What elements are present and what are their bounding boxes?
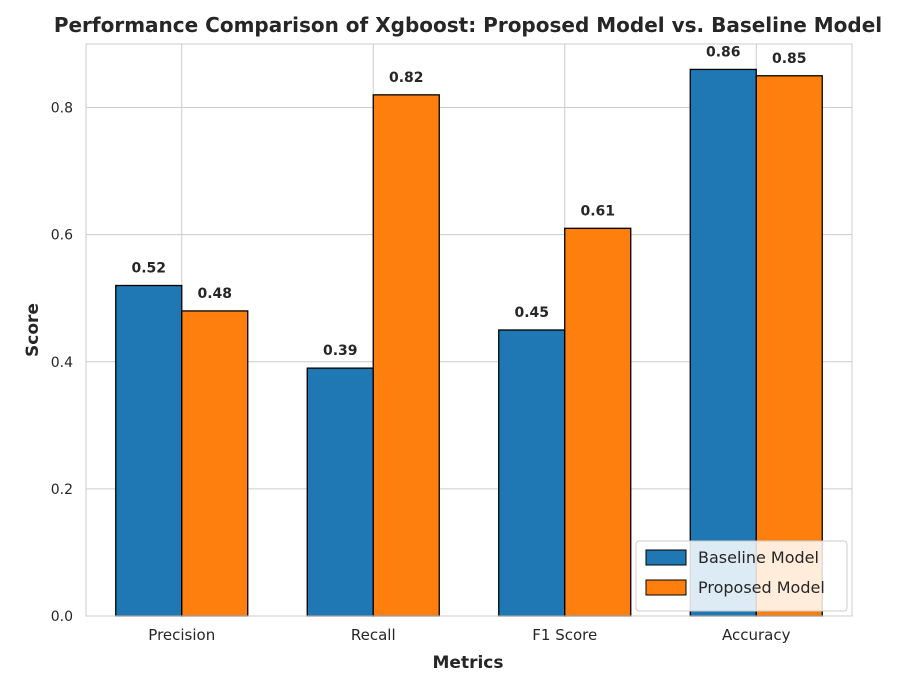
data-label: 0.85 xyxy=(772,51,807,67)
bar xyxy=(689,68,757,617)
y-tick-label: 0.4 xyxy=(51,355,73,371)
x-tick-label: Precision xyxy=(148,626,215,644)
x-tick-label: Accuracy xyxy=(722,626,791,644)
data-label: 0.39 xyxy=(323,343,358,359)
bar xyxy=(115,284,183,617)
x-axis-label: Metrics xyxy=(433,653,504,673)
legend-label-baseline: Baseline Model xyxy=(698,548,819,567)
bar xyxy=(181,310,249,617)
y-tick-label: 0.6 xyxy=(51,228,73,244)
x-tick-label: F1 Score xyxy=(532,626,597,644)
y-axis-label: Score xyxy=(23,303,43,357)
data-label: 0.61 xyxy=(580,203,615,219)
bar xyxy=(498,329,566,617)
x-tick-label: Recall xyxy=(351,626,396,644)
bar xyxy=(564,227,632,617)
data-label: 0.86 xyxy=(706,44,741,60)
legend-label-proposed: Proposed Model xyxy=(698,578,825,597)
data-labels: 0.52 0.39 0.45 0.86 0.48 0.82 0.61 0.85 xyxy=(131,44,806,359)
y-tick-label: 0.2 xyxy=(51,482,73,498)
y-tick-label: 0.8 xyxy=(51,101,73,117)
bar xyxy=(755,75,823,617)
bars xyxy=(115,68,823,617)
bar xyxy=(372,94,440,617)
data-label: 0.48 xyxy=(197,286,232,302)
legend-box xyxy=(635,540,848,612)
data-label: 0.45 xyxy=(514,305,549,321)
chart-title: Performance Comparison of Xgboost: Propo… xyxy=(54,13,882,37)
plot-frame xyxy=(85,43,853,617)
legend-swatch-baseline xyxy=(645,549,687,566)
data-label: 0.82 xyxy=(389,70,424,86)
y-ticks: 0.0 0.2 0.4 0.6 0.8 xyxy=(51,101,73,625)
legend: Baseline Model Proposed Model xyxy=(635,540,848,612)
data-label: 0.52 xyxy=(131,261,166,277)
legend-swatch-proposed xyxy=(645,579,687,596)
y-tick-label: 0.0 xyxy=(51,609,73,625)
bar xyxy=(306,367,374,617)
x-ticks: Precision Recall F1 Score Accuracy xyxy=(148,626,790,644)
